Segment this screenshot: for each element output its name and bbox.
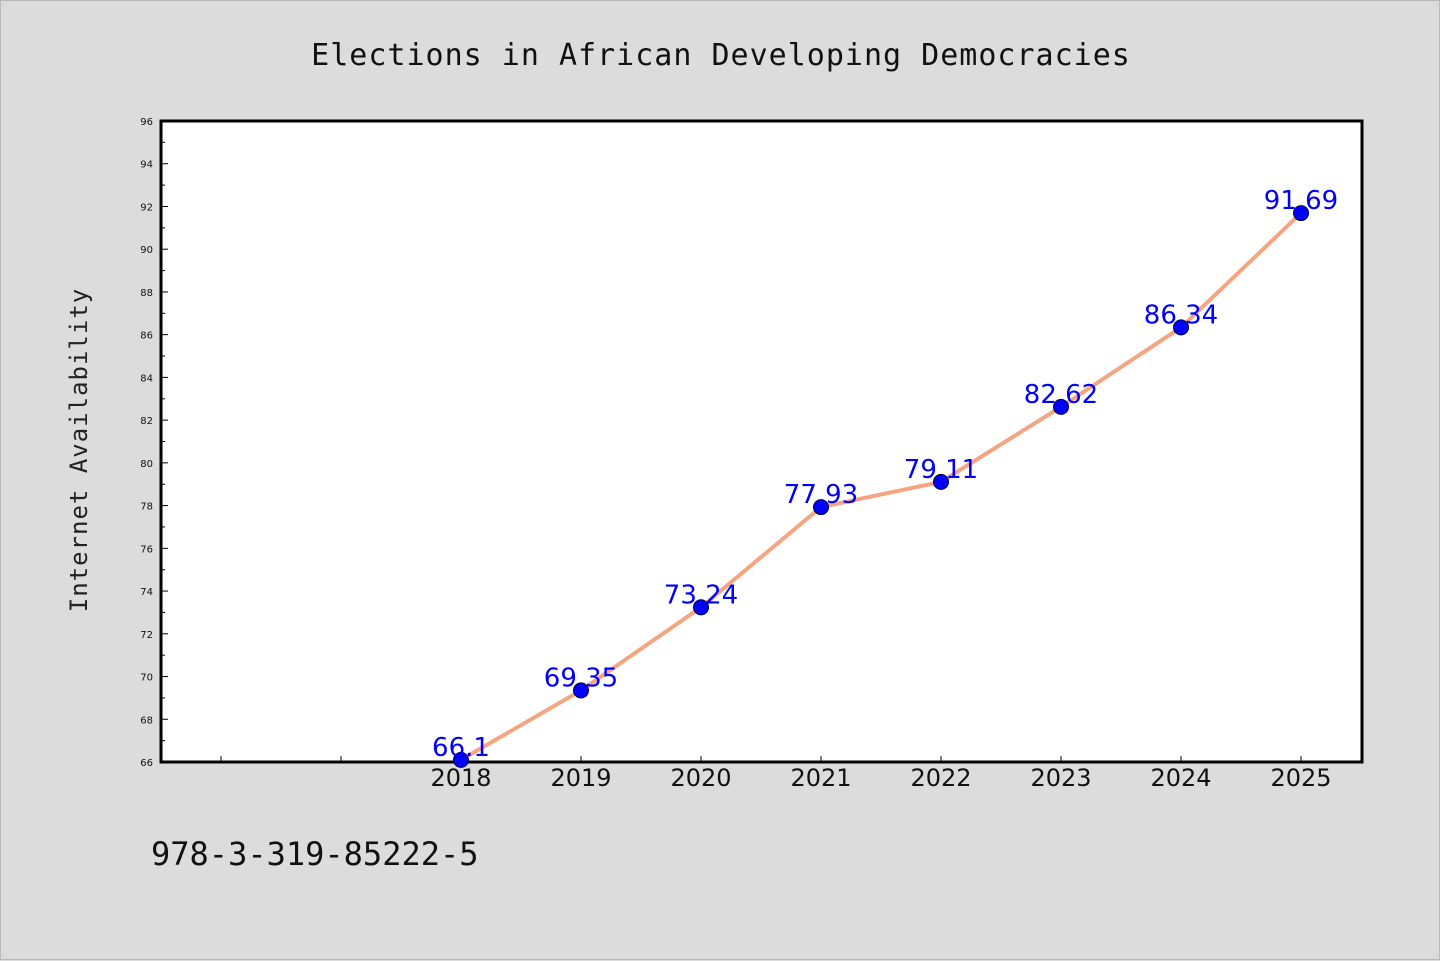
isbn-footnote: 978-3-319-85222-5 — [151, 835, 479, 873]
y-tick-label: 86 — [140, 331, 153, 342]
data-label: 73.24 — [664, 580, 738, 610]
data-label: 82.62 — [1024, 380, 1098, 410]
data-point — [693, 599, 709, 616]
x-tick-label: 2020 — [670, 764, 731, 792]
x-tick-label: 2022 — [910, 764, 971, 792]
y-tick-label: 76 — [140, 544, 153, 555]
x-axis: 2018 2019 2020 2021 2022 2023 2024 2025 — [220, 756, 1332, 792]
y-tick-label: 70 — [140, 673, 153, 684]
y-tick-label: 88 — [140, 288, 153, 299]
y-tick-label: 96 — [140, 117, 153, 128]
data-labels: 66.1 69.35 73.24 77.93 79.11 82.62 86.34 91.69 — [432, 186, 1338, 763]
x-tick-label: 2019 — [550, 764, 611, 792]
data-point — [933, 473, 949, 490]
y-tick-label: 94 — [140, 160, 153, 171]
data-label: 77.93 — [784, 480, 858, 510]
y-tick-label: 66 — [140, 758, 153, 769]
y-tick-label: 68 — [140, 715, 153, 726]
y-axis: 66 68 70 72 74 76 78 80 82 84 86 88 90 92 94 96 — [140, 117, 168, 769]
x-tick-label: 2023 — [1030, 764, 1091, 792]
data-point — [1173, 319, 1189, 336]
data-label: 66.1 — [432, 733, 490, 763]
data-point — [573, 682, 589, 699]
y-tick-label: 80 — [140, 459, 153, 470]
y-tick-label: 74 — [140, 587, 153, 598]
x-tick-label: 2021 — [790, 764, 851, 792]
y-tick-label: 90 — [140, 245, 153, 256]
x-tick-label: 2024 — [1150, 764, 1211, 792]
y-tick-label: 72 — [140, 630, 153, 641]
y-tick-label: 82 — [140, 416, 153, 427]
y-tick-label: 78 — [140, 502, 153, 513]
data-label: 69.35 — [544, 663, 618, 693]
chart-title: Elections in African Developing Democrac… — [311, 38, 1131, 73]
y-tick-label: 84 — [140, 373, 153, 384]
data-label: 86.34 — [1144, 300, 1218, 330]
data-label: 91.69 — [1264, 186, 1338, 216]
series-line — [459, 211, 1303, 762]
data-point — [1293, 205, 1309, 222]
y-axis-label: Internet Availability — [65, 288, 93, 612]
y-tick-label: 92 — [140, 202, 153, 213]
data-point — [453, 751, 469, 768]
plot-area — [159, 119, 1364, 764]
data-label: 79.11 — [904, 455, 978, 485]
data-point — [1053, 398, 1069, 415]
x-tick-label: 2018 — [430, 764, 491, 792]
data-point — [813, 499, 829, 516]
series-layer — [453, 205, 1309, 768]
x-tick-label: 2025 — [1270, 764, 1331, 792]
